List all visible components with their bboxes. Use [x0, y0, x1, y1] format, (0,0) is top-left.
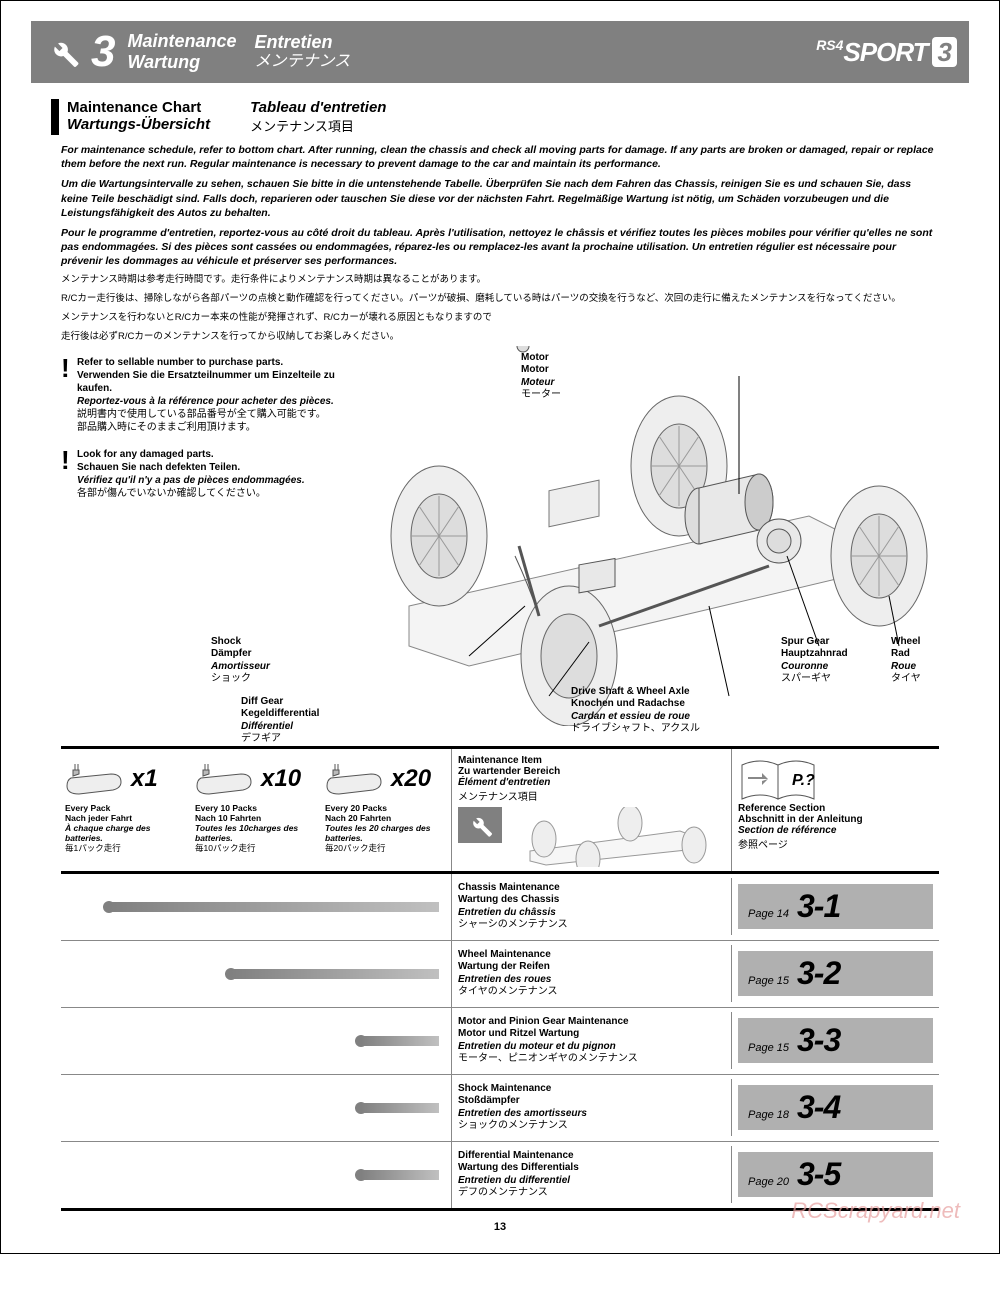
callout-wheel: Wheel Rad Roue タイヤ	[891, 636, 921, 686]
ref-page-placeholder: P.?	[792, 772, 815, 789]
subheader-en: Maintenance Chart	[67, 99, 210, 116]
table-header: x1 Every Pack Nach jeder Fahrt À chaque …	[61, 749, 939, 874]
battery-icon	[195, 760, 255, 798]
item-cell: Shock Maintenance Stoßdämpfer Entretien …	[451, 1075, 731, 1141]
chassis-mini-diagram	[510, 807, 720, 867]
maintenance-table: x1 Every Pack Nach jeder Fahrt À chaque …	[61, 746, 939, 1211]
header-title-fr: Entretien	[255, 32, 351, 53]
intro-fr: Pour le programme d'entretien, reportez-…	[61, 226, 939, 269]
intro-jp3: メンテナンスを行わないとR/Cカー本来の性能が発揮されず、R/Cカーが壊れる原因…	[61, 312, 939, 325]
alert-icon: !	[61, 448, 77, 500]
header-title-de: Wartung	[127, 52, 236, 73]
wrench-icon	[43, 32, 83, 72]
header-bar: 3 Maintenance Wartung Entretien メンテナンス R…	[31, 21, 969, 83]
book-icon: P.?	[738, 755, 818, 803]
pack-col-10: x10 Every 10 Packs Nach 10 Fahrten Toute…	[191, 749, 321, 871]
table-row: Motor and Pinion Gear Maintenance Motor …	[61, 1008, 939, 1075]
intro-jp2: R/Cカー走行後は、掃除しながら各部パーツの点検と動作確認を行ってください。パー…	[61, 293, 939, 306]
ref-badge: Page 18 3-4	[738, 1085, 933, 1130]
section-mark	[51, 99, 59, 135]
callout-motor: Motor Motor Moteur モーター	[521, 352, 561, 402]
subheader: Maintenance Chart Wartungs-Übersicht Tab…	[51, 99, 949, 135]
intro-de: Um die Wartungsintervalle zu sehen, scha…	[61, 177, 939, 220]
ref-cell: Page 14 3-1	[731, 878, 939, 935]
intro-en: For maintenance schedule, refer to botto…	[61, 143, 939, 171]
ref-cell: Page 15 3-2	[731, 945, 939, 1002]
ref-badge: Page 14 3-1	[738, 884, 933, 929]
item-cell: Chassis Maintenance Wartung des Chassis …	[451, 874, 731, 940]
product-logo: RS4SPORT3	[816, 37, 957, 68]
page-number: 13	[31, 1221, 969, 1233]
ref-cell: Page 15 3-3	[731, 1012, 939, 1069]
header-title-en: Maintenance	[127, 31, 236, 52]
battery-icon	[65, 760, 125, 798]
item-cell: Motor and Pinion Gear Maintenance Motor …	[451, 1008, 731, 1074]
callout-diff: Diff Gear Kegeldifferential Différentiel…	[241, 696, 319, 746]
section-number: 3	[91, 27, 115, 77]
alert-icon: !	[61, 356, 77, 434]
intro-text: For maintenance schedule, refer to botto…	[61, 143, 939, 344]
bar-cell	[61, 1036, 451, 1046]
intro-jp1: メンテナンス時期は参考走行時間です。走行条件によりメンテナンス時期は異なることが…	[61, 274, 939, 287]
pack-col-1: x1 Every Pack Nach jeder Fahrt À chaque …	[61, 749, 191, 871]
bar-cell	[61, 1103, 451, 1113]
ref-col-header: P.? Reference Section Abschnitt in der A…	[731, 749, 939, 871]
ref-cell: Page 20 3-5	[731, 1146, 939, 1203]
ref-cell: Page 18 3-4	[731, 1079, 939, 1136]
item-col-header: Maintenance Item Zu wartender Bereich Él…	[451, 749, 731, 871]
subheader-de: Wartungs-Übersicht	[67, 116, 210, 133]
ref-badge: Page 20 3-5	[738, 1152, 933, 1197]
bar-cell	[61, 902, 451, 912]
battery-icon	[325, 760, 385, 798]
ref-badge: Page 15 3-3	[738, 1018, 933, 1063]
subheader-jp: メンテナンス項目	[250, 116, 386, 135]
subheader-fr: Tableau d'entretien	[250, 99, 386, 116]
intro-jp4: 走行後は必ずR/Cカーのメンテナンスを行ってから収納してお楽しみください。	[61, 331, 939, 344]
table-row: Chassis Maintenance Wartung des Chassis …	[61, 874, 939, 941]
header-title-jp: メンテナンス	[255, 53, 351, 71]
table-row: Wheel Maintenance Wartung der Reifen Ent…	[61, 941, 939, 1008]
bar-cell	[61, 1170, 451, 1180]
item-cell: Wheel Maintenance Wartung der Reifen Ent…	[451, 941, 731, 1007]
table-row: Shock Maintenance Stoßdämpfer Entretien …	[61, 1075, 939, 1142]
callout-drive: Drive Shaft & Wheel Axle Knochen und Rad…	[571, 686, 700, 736]
chassis-diagram	[289, 346, 949, 726]
pack-col-20: x20 Every 20 Packs Nach 20 Fahrten Toute…	[321, 749, 451, 871]
callout-spur: Spur Gear Hauptzahnrad Couronne スパーギヤ	[781, 636, 848, 686]
diagram-area: ! Refer to sellable number to purchase p…	[61, 356, 939, 726]
callout-shock: Shock Dämpfer Amortisseur ショック	[211, 636, 270, 686]
wrench-icon	[458, 807, 502, 843]
table-row: Differential Maintenance Wartung des Dif…	[61, 1142, 939, 1211]
bar-cell	[61, 969, 451, 979]
item-cell: Differential Maintenance Wartung des Dif…	[451, 1142, 731, 1208]
ref-badge: Page 15 3-2	[738, 951, 933, 996]
